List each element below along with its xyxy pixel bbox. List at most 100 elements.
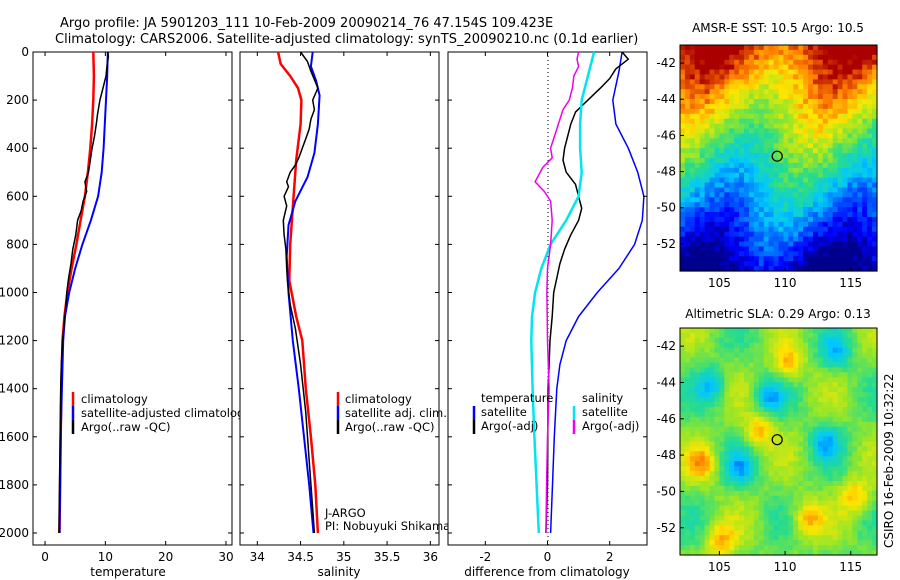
heatmap-cell bbox=[793, 387, 799, 393]
heatmap-cell bbox=[862, 342, 868, 349]
heatmap-cell bbox=[719, 59, 725, 66]
heatmap-cell bbox=[694, 515, 701, 522]
heatmap-cell bbox=[694, 495, 701, 502]
heatmap-cell bbox=[684, 192, 691, 198]
heatmap-cell bbox=[798, 167, 804, 174]
heatmap-cell bbox=[680, 261, 686, 267]
heatmap-cell bbox=[684, 99, 691, 105]
heatmap-cell bbox=[709, 54, 716, 61]
heatmap-cell bbox=[694, 500, 701, 507]
heatmap-cell bbox=[857, 495, 863, 502]
heatmap-cell bbox=[763, 426, 770, 433]
heatmap-cell bbox=[862, 352, 868, 359]
heatmap-cell bbox=[768, 192, 775, 198]
heatmap-cell bbox=[808, 530, 814, 536]
heatmap-cell bbox=[699, 108, 706, 115]
heatmap-cell bbox=[862, 357, 868, 364]
heatmap-cell bbox=[744, 515, 750, 522]
heatmap-cell bbox=[842, 411, 849, 418]
heatmap-cell bbox=[798, 530, 804, 536]
heatmap-cell bbox=[812, 471, 819, 477]
heatmap-cell bbox=[812, 485, 819, 492]
heatmap-cell bbox=[803, 246, 809, 252]
heatmap-cell bbox=[773, 456, 780, 462]
heatmap-cell bbox=[837, 525, 844, 531]
heatmap-cell bbox=[709, 372, 716, 378]
heatmap-cell bbox=[842, 505, 849, 512]
heatmap-cell bbox=[837, 266, 844, 272]
heatmap-cell bbox=[748, 221, 755, 228]
heatmap-cell bbox=[827, 505, 834, 512]
heatmap-cell bbox=[699, 167, 706, 174]
heatmap-cell bbox=[793, 426, 799, 433]
heatmap-cell bbox=[832, 128, 839, 135]
salinity-panel: 34 34.5 35 35.5 36 salinity climatology sate… bbox=[239, 51, 450, 579]
heatmap-cell bbox=[817, 261, 824, 267]
heatmap-cell bbox=[817, 246, 824, 252]
heatmap-cell bbox=[872, 411, 878, 418]
heatmap-cell bbox=[827, 372, 834, 378]
heatmap-cell bbox=[763, 500, 770, 507]
heatmap-cell bbox=[699, 148, 706, 154]
heatmap-cell bbox=[768, 520, 775, 526]
heatmap-cell bbox=[689, 411, 696, 418]
heatmap-cell bbox=[822, 64, 829, 71]
heatmap-cell bbox=[773, 89, 780, 95]
heatmap-cell bbox=[748, 89, 755, 95]
heatmap-cell bbox=[808, 411, 814, 418]
heatmap-cell bbox=[867, 515, 873, 522]
heatmap-cell bbox=[803, 69, 809, 76]
heatmap-cell bbox=[724, 545, 730, 551]
heatmap-cell bbox=[763, 332, 770, 339]
heatmap-cell bbox=[704, 138, 711, 144]
heatmap-cell bbox=[847, 367, 853, 374]
heatmap-cell bbox=[857, 84, 863, 90]
x-tick-label: 2 bbox=[606, 550, 614, 564]
heatmap-cell bbox=[744, 172, 750, 179]
heatmap-cell bbox=[783, 545, 789, 551]
heatmap-cell bbox=[739, 236, 745, 243]
heatmap-cell bbox=[689, 406, 696, 413]
heatmap-cell bbox=[852, 212, 858, 218]
heatmap-cell bbox=[680, 406, 686, 413]
heatmap-cell bbox=[739, 197, 745, 203]
heatmap-cell bbox=[817, 64, 824, 71]
heatmap-cell bbox=[808, 266, 814, 272]
heatmap-cell bbox=[689, 476, 696, 482]
heatmap-cell bbox=[734, 202, 740, 208]
heatmap-cell bbox=[753, 480, 760, 487]
heatmap-cell bbox=[778, 246, 785, 252]
legend-label: satellite bbox=[481, 405, 527, 419]
heatmap-cell bbox=[847, 202, 853, 208]
heatmap-cell bbox=[817, 172, 824, 179]
heatmap-cell bbox=[763, 476, 770, 482]
heatmap-cell bbox=[734, 490, 740, 497]
heatmap-cell bbox=[803, 167, 809, 174]
heatmap-cell bbox=[773, 59, 780, 66]
heatmap-cell bbox=[709, 128, 716, 135]
heatmap-cell bbox=[714, 382, 720, 388]
heatmap-cell bbox=[822, 108, 829, 115]
heatmap-cell bbox=[842, 246, 849, 252]
heatmap-cell bbox=[788, 231, 794, 238]
heatmap-cell bbox=[867, 500, 873, 507]
heatmap-cell bbox=[778, 64, 785, 71]
heatmap-cell bbox=[763, 241, 770, 248]
heatmap-cell bbox=[699, 143, 706, 149]
heatmap-cell bbox=[872, 540, 878, 546]
heatmap-cell bbox=[857, 347, 863, 354]
heatmap-cell bbox=[832, 426, 839, 433]
heatmap-cell bbox=[719, 471, 725, 477]
heatmap-cell bbox=[684, 342, 691, 349]
heatmap-cell bbox=[709, 45, 716, 51]
heatmap-cell bbox=[803, 148, 809, 154]
heatmap-cell bbox=[694, 441, 701, 448]
heatmap-cell bbox=[744, 182, 750, 189]
heatmap-cell bbox=[808, 515, 814, 522]
heatmap-cell bbox=[803, 266, 809, 272]
heatmap-cell bbox=[857, 89, 863, 95]
heatmap-cell bbox=[753, 108, 760, 115]
heatmap-cell bbox=[852, 456, 858, 462]
heatmap-cell bbox=[798, 446, 804, 452]
heatmap-cell bbox=[709, 266, 716, 272]
